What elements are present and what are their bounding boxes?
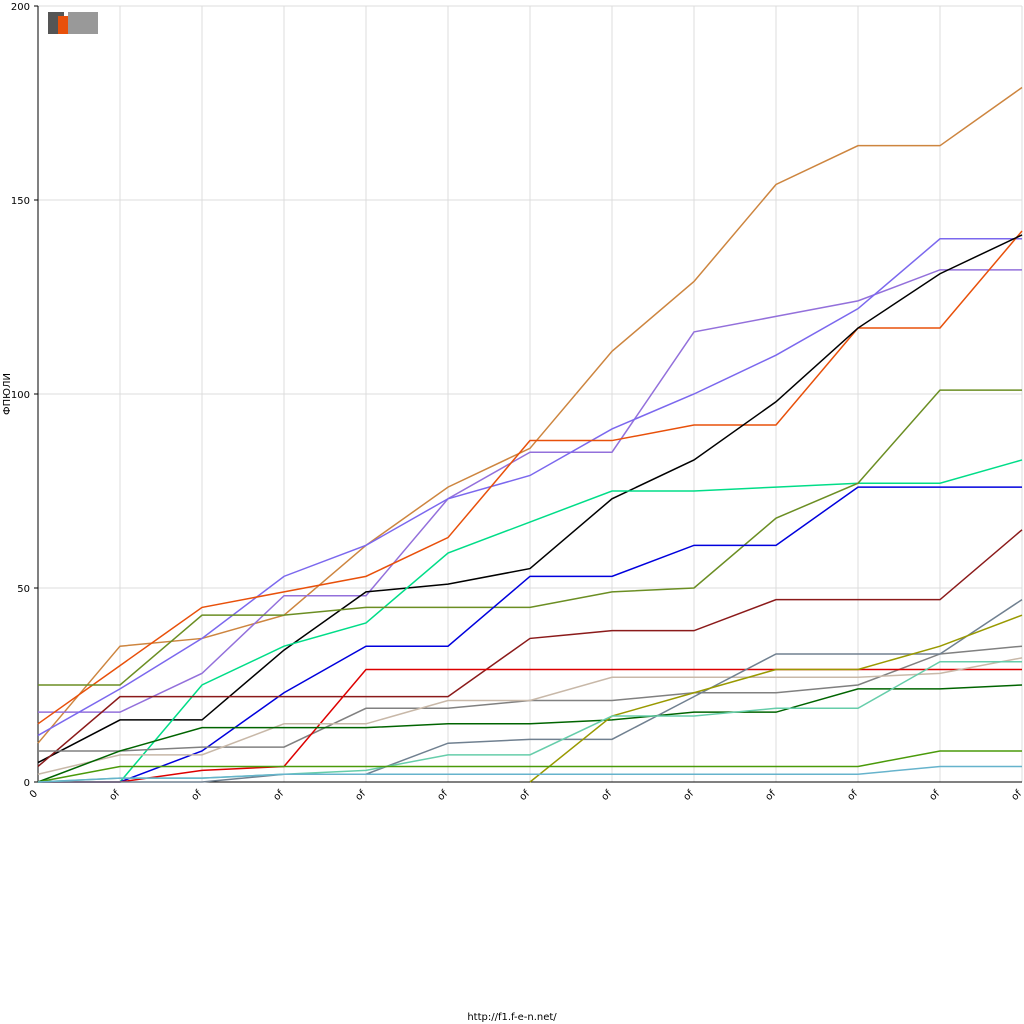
series-line xyxy=(37,684,1023,783)
y-tick-label: 100 xyxy=(11,390,30,401)
y-tick-label: 150 xyxy=(11,196,30,207)
x-tick-label: of xyxy=(436,788,451,803)
series-line xyxy=(37,657,1023,775)
x-tick-label: of xyxy=(682,788,697,803)
x-tick-label: of xyxy=(764,788,779,803)
y-axis-label: ФПЮЛИ xyxy=(2,373,13,415)
logo xyxy=(48,12,98,34)
series-line xyxy=(37,238,1022,737)
series-line xyxy=(37,529,1023,768)
logo-block xyxy=(58,16,68,34)
series-line xyxy=(38,389,1022,686)
x-tick-label: of xyxy=(272,788,287,803)
footer: http://f1.f-e-n.net/ xyxy=(467,1012,557,1023)
series-line xyxy=(38,269,1022,713)
series-line xyxy=(37,234,1023,764)
y-tick-label: 0 xyxy=(24,778,30,789)
series-line xyxy=(38,486,1022,783)
x-tick-label: of xyxy=(518,788,533,803)
x-tick-label: of xyxy=(600,788,615,803)
x-tick-label: of xyxy=(928,788,943,803)
x-tick-label: of xyxy=(846,788,861,803)
y-tick-label: 200 xyxy=(11,2,30,13)
series-line xyxy=(38,599,1023,783)
x-tick-label: of xyxy=(190,788,205,803)
y-tick-label: 50 xyxy=(17,584,30,595)
x-tick-label: of xyxy=(1010,788,1024,803)
series-line xyxy=(37,750,1022,783)
series-line xyxy=(37,765,1022,783)
x-tick-label: 0 xyxy=(28,788,40,800)
logo-block xyxy=(68,12,98,34)
x-tick-label: of xyxy=(108,788,123,803)
x-tick-label: of xyxy=(354,788,369,803)
